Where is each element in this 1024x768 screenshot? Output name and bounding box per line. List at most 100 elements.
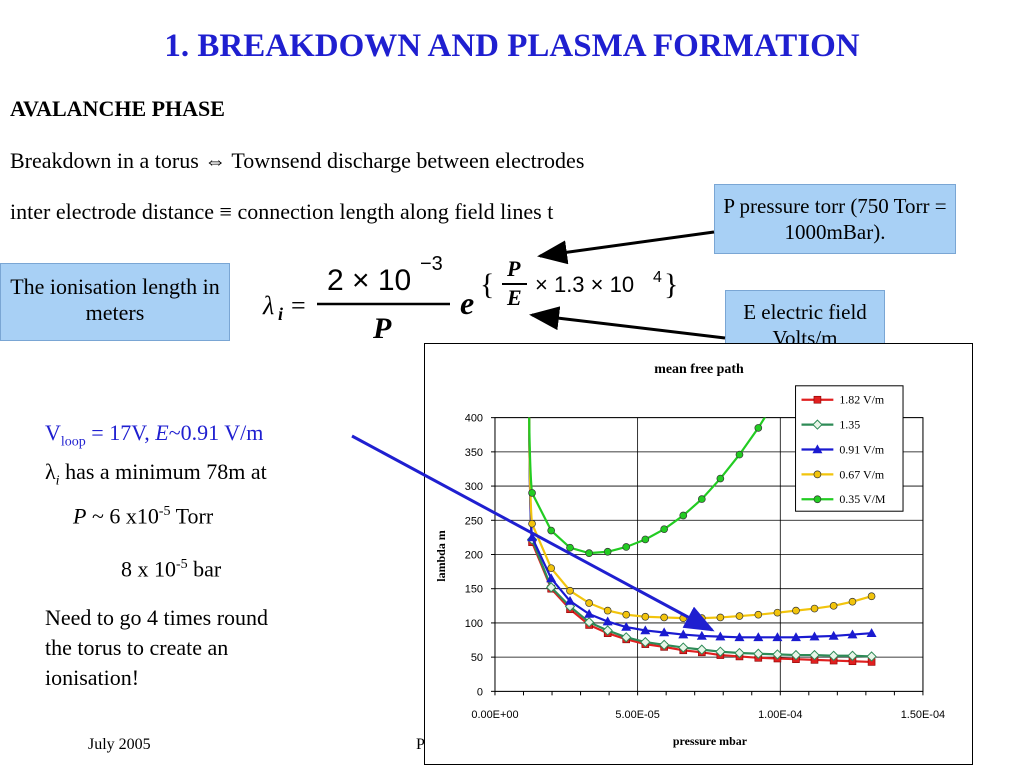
data-point: [678, 629, 689, 639]
lambda-line: λi has a minimum 78m at: [45, 457, 355, 496]
distance-text-a: inter electrode distance: [10, 199, 220, 224]
formula-equals: =: [291, 291, 306, 320]
data-point: [696, 630, 707, 640]
lambda-rest: has a minimum 78m at: [59, 459, 267, 485]
data-point: [847, 650, 858, 661]
legend-label: 0.91 V/m: [839, 442, 885, 456]
data-point: [829, 601, 838, 610]
y-tick-label: 250: [465, 515, 483, 527]
data-point: [641, 612, 650, 621]
breakdown-line: Breakdown in a torus ⇔ Townsend discharg…: [10, 148, 584, 174]
data-point: [566, 586, 574, 595]
equivalence-arrow-symbol: ⇔: [204, 148, 227, 173]
chart-title: mean free path: [654, 362, 744, 377]
data-point: [679, 511, 688, 520]
y-tick-label: 50: [471, 652, 483, 664]
data-point: [679, 614, 688, 622]
data-point: [603, 547, 612, 556]
data-point: [848, 597, 857, 606]
slide-title: 1. BREAKDOWN AND PLASMA FORMATION: [164, 28, 860, 64]
bar-value: 8 x 10: [121, 556, 176, 582]
data-point: [547, 526, 556, 535]
data-point: [790, 632, 801, 642]
data-point: [813, 495, 822, 504]
data-point: [641, 535, 650, 544]
identity-symbol: ≡: [219, 199, 232, 224]
data-point: [621, 632, 632, 643]
data-point: [812, 419, 823, 430]
data-point: [585, 599, 593, 607]
formula-lambda: λ: [262, 291, 274, 320]
data-point: [809, 631, 820, 641]
data-point: [715, 646, 726, 657]
data-point: [813, 470, 822, 479]
data-point: [754, 424, 763, 432]
section-heading: AVALANCHE PHASE: [10, 96, 225, 121]
y-tick-label: 200: [465, 549, 483, 561]
data-point: [696, 644, 707, 655]
formula-exp-base: e: [460, 285, 474, 321]
data-point: [528, 519, 536, 528]
mean-free-path-chart: 0 50 100 150 200 250 300 350 400 0.00E+00 5.00E-05…: [424, 343, 973, 765]
x-tick-label: 1.50E-04: [901, 709, 945, 721]
need-line-1: Need to go 4 times round: [45, 605, 269, 631]
data-point: [754, 610, 763, 619]
data-point: [866, 651, 877, 662]
vloop-rest-a: = 17V,: [85, 420, 156, 445]
vloop-e: E: [155, 420, 169, 445]
formula-brace-open: {: [480, 268, 494, 301]
data-point: [772, 632, 783, 642]
chart-legend: 1.82 V/m 1.35 0.91 V/m 0.67 V/m 0.35 V/M: [795, 385, 904, 512]
p-symbol: P: [73, 503, 87, 529]
data-point: [753, 648, 764, 659]
data-point: [773, 608, 782, 617]
breakdown-text-b: Townsend discharge between electrodes: [226, 148, 585, 173]
data-point: [697, 614, 706, 622]
need-line-3: ionisation!: [45, 665, 140, 691]
bar-line: 8 x 10-5 bar: [45, 550, 355, 584]
formula-num-exponent: −3: [420, 253, 443, 275]
data-point: [528, 489, 536, 497]
need-line-2: the torus to create an: [45, 635, 229, 661]
ionisation-length-callout: The ionisation length in meters: [0, 263, 230, 341]
data-point: [735, 612, 744, 620]
formula-inner-den: E: [506, 285, 522, 310]
formula-exp4: 4: [653, 269, 662, 286]
y-tick-label: 350: [465, 447, 483, 459]
formula-numerator: 2 × 10: [327, 264, 411, 297]
data-point: [828, 630, 839, 640]
distance-line: inter electrode distance ≡ connection le…: [10, 199, 553, 225]
data-point: [847, 629, 858, 639]
vloop-sub: loop: [60, 434, 86, 450]
data-point: [809, 649, 820, 661]
pressure-callout: P pressure torr (750 Torr = 1000mBar).: [714, 184, 956, 254]
legend-label: 0.35 V/M: [839, 492, 886, 506]
lambda-sub: i: [55, 473, 60, 489]
bar-unit: bar: [187, 556, 222, 582]
y-tick-label: 150: [465, 584, 483, 596]
data-point: [585, 549, 593, 557]
bar-exponent: -5: [176, 557, 188, 573]
formula-multiplier: × 1.3 × 10: [535, 272, 634, 297]
data-point: [659, 627, 670, 637]
data-point: [640, 636, 651, 648]
p-exponent: -5: [158, 503, 171, 519]
data-point: [603, 606, 612, 615]
footer-date: July 2005: [88, 736, 151, 753]
legend-label: 1.82 V/m: [839, 393, 885, 407]
data-point: [566, 543, 574, 552]
legend-label: 0.67 V/m: [839, 467, 885, 481]
vloop-line: Vloop = 17V, E~0.91 V/m: [45, 418, 355, 457]
ionisation-formula: λ i = 2 × 10 −3 P e { P E × 1.3 × 10 4 }: [262, 253, 678, 345]
y-tick-label: 300: [465, 481, 483, 493]
footer-text: P: [416, 736, 425, 753]
chart-y-axis-label: lambda m: [434, 530, 448, 581]
data-point: [867, 592, 876, 601]
data-point: [734, 647, 745, 659]
formula-denominator: P: [372, 312, 392, 345]
data-point: [828, 650, 839, 661]
data-point: [660, 525, 668, 534]
data-point: [715, 631, 726, 641]
data-point: [735, 450, 744, 459]
data-point: [866, 628, 877, 637]
